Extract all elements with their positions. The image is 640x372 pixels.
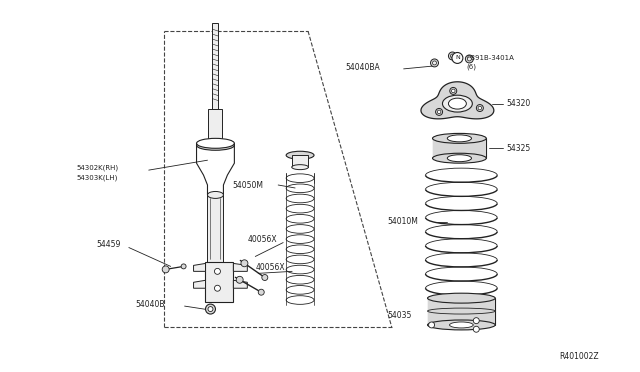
Text: R401002Z: R401002Z bbox=[559, 352, 599, 361]
Ellipse shape bbox=[428, 293, 495, 303]
Bar bbox=[433, 138, 486, 158]
Bar bbox=[207, 195, 223, 262]
Ellipse shape bbox=[447, 155, 472, 162]
Circle shape bbox=[452, 52, 463, 63]
Polygon shape bbox=[193, 263, 205, 271]
Circle shape bbox=[433, 61, 436, 65]
Ellipse shape bbox=[428, 320, 495, 330]
Ellipse shape bbox=[449, 322, 473, 328]
Text: (6): (6) bbox=[467, 64, 476, 70]
Ellipse shape bbox=[286, 151, 314, 159]
Ellipse shape bbox=[428, 308, 495, 314]
Circle shape bbox=[476, 105, 483, 112]
Ellipse shape bbox=[207, 192, 223, 198]
Ellipse shape bbox=[196, 138, 234, 148]
Circle shape bbox=[451, 89, 455, 93]
Circle shape bbox=[205, 304, 216, 314]
Bar bbox=[205, 262, 234, 302]
Circle shape bbox=[474, 326, 479, 332]
Circle shape bbox=[478, 106, 482, 110]
Text: 40056X: 40056X bbox=[247, 235, 277, 244]
Circle shape bbox=[431, 59, 438, 67]
Polygon shape bbox=[193, 280, 205, 288]
Ellipse shape bbox=[292, 165, 308, 170]
Bar bbox=[292, 155, 308, 167]
Text: 54040BA: 54040BA bbox=[345, 63, 380, 73]
Text: 54040B: 54040B bbox=[136, 299, 165, 309]
Text: 54459: 54459 bbox=[96, 240, 120, 249]
Circle shape bbox=[181, 264, 186, 269]
Polygon shape bbox=[234, 280, 247, 288]
Text: 54303K(LH): 54303K(LH) bbox=[76, 175, 117, 181]
Text: 54050M: 54050M bbox=[232, 180, 264, 189]
Bar bbox=[428, 298, 495, 325]
Circle shape bbox=[262, 275, 268, 280]
Text: 0891B-3401A: 0891B-3401A bbox=[467, 55, 514, 61]
Text: 40056X: 40056X bbox=[255, 263, 285, 272]
Ellipse shape bbox=[433, 153, 486, 163]
Text: 54010M: 54010M bbox=[388, 217, 419, 226]
Circle shape bbox=[162, 266, 169, 273]
Circle shape bbox=[214, 268, 220, 274]
Circle shape bbox=[214, 285, 220, 291]
Text: 54302K(RH): 54302K(RH) bbox=[76, 165, 118, 171]
Text: N: N bbox=[455, 55, 460, 61]
Circle shape bbox=[465, 55, 474, 63]
Bar bbox=[209, 109, 223, 145]
Polygon shape bbox=[234, 263, 247, 271]
Ellipse shape bbox=[447, 135, 472, 142]
Circle shape bbox=[208, 307, 213, 312]
Bar bbox=[212, 23, 218, 109]
Ellipse shape bbox=[433, 134, 486, 143]
Circle shape bbox=[451, 54, 454, 58]
Text: 54320: 54320 bbox=[506, 99, 531, 108]
Circle shape bbox=[437, 110, 441, 114]
Polygon shape bbox=[421, 82, 494, 119]
Circle shape bbox=[429, 322, 435, 328]
Circle shape bbox=[436, 109, 443, 115]
Circle shape bbox=[467, 57, 471, 61]
Circle shape bbox=[449, 52, 456, 60]
Circle shape bbox=[474, 318, 479, 324]
Ellipse shape bbox=[196, 140, 234, 150]
Text: 54325: 54325 bbox=[506, 144, 531, 153]
Ellipse shape bbox=[449, 98, 467, 109]
Circle shape bbox=[450, 87, 457, 94]
Text: 54035: 54035 bbox=[388, 311, 412, 320]
Ellipse shape bbox=[442, 95, 472, 112]
Circle shape bbox=[236, 276, 243, 283]
Circle shape bbox=[241, 260, 248, 267]
Circle shape bbox=[259, 289, 264, 295]
